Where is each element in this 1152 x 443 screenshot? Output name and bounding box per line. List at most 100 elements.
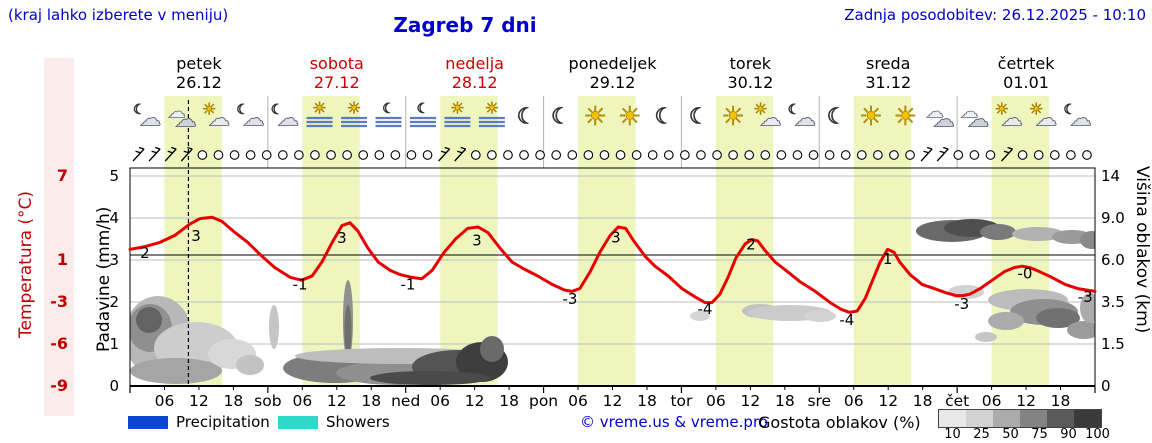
calm-wind-icon bbox=[213, 150, 224, 160]
x-axis-label: 18 bbox=[224, 392, 244, 410]
density-scale-value: 90 bbox=[1060, 427, 1077, 442]
calm-wind-icon bbox=[310, 150, 320, 160]
calm-wind-icon bbox=[470, 150, 481, 160]
day-date: 26.12 bbox=[176, 73, 222, 92]
temperature-value-label: 3 bbox=[337, 229, 347, 247]
cloud-density-layer bbox=[130, 219, 1095, 385]
weather-icon-sun: ☀ bbox=[583, 102, 607, 133]
temperature-value-label: -4 bbox=[697, 300, 712, 318]
sun-icon: ☀ bbox=[894, 102, 917, 132]
daylight-band bbox=[853, 96, 912, 386]
density-scale-swatch bbox=[1074, 410, 1101, 427]
day-header-sreda: sreda 31.12 bbox=[819, 54, 957, 92]
calm-wind-icon bbox=[358, 150, 369, 160]
day-date: 28.12 bbox=[451, 73, 498, 92]
day-date: 31.12 bbox=[865, 73, 912, 92]
precipitation-tick: 2 bbox=[109, 293, 119, 311]
x-axis-label: 06 bbox=[292, 392, 312, 410]
sun-icon: ☀ bbox=[202, 100, 216, 119]
moon-icon: ☾ bbox=[516, 105, 536, 130]
day-headers: petek 26.12 sobota 27.12 nedelja 28.12 p… bbox=[130, 54, 1095, 92]
cloud-density-blob bbox=[980, 224, 1016, 240]
sun-icon: ☀ bbox=[721, 102, 744, 132]
density-scale-swatch bbox=[993, 410, 1020, 427]
wind-barb-icon bbox=[936, 146, 949, 162]
copyright-link[interactable]: © vreme.us & vreme.pro bbox=[580, 413, 768, 431]
calm-wind-icon bbox=[615, 150, 626, 160]
day-name: sreda bbox=[866, 54, 911, 73]
calm-wind-icon bbox=[229, 150, 240, 160]
temperature-value-label: 3 bbox=[611, 228, 621, 246]
calm-wind-icon bbox=[197, 150, 208, 160]
calm-wind-icon bbox=[551, 150, 562, 160]
daylight-band bbox=[991, 96, 1050, 386]
weather-icon-fog-moon: ☾ bbox=[409, 101, 436, 128]
weather-icon-fog-moon: ☾ bbox=[375, 101, 402, 128]
cloud-density-blob bbox=[236, 355, 264, 375]
calm-wind-icon bbox=[985, 150, 996, 160]
weather-icon-moon: ☾ bbox=[688, 104, 709, 130]
sun-icon: ☀ bbox=[485, 99, 499, 118]
temperature-value-label: 3 bbox=[472, 231, 482, 249]
calm-wind-icon bbox=[1033, 150, 1044, 160]
temperature-value-label: -3 bbox=[1078, 288, 1093, 306]
cloud-height-tick: 9.0 bbox=[1101, 209, 1125, 227]
weather-icon-sun-cloud: ☀☁ bbox=[202, 99, 231, 132]
sun-icon: ☀ bbox=[859, 102, 882, 132]
calm-wind-icon bbox=[277, 150, 288, 160]
weather-icon-moon-cloud: ☾☁ bbox=[787, 102, 816, 133]
x-axis-label: pon bbox=[529, 392, 558, 410]
calm-wind-icon bbox=[374, 150, 385, 160]
cloud-density-scale-numbers: 10 25 50 75 90 100 bbox=[938, 427, 1112, 442]
x-axis-label: 18 bbox=[1051, 392, 1071, 410]
temperature-value-label: 1 bbox=[883, 250, 893, 268]
temperature-tick: -3 bbox=[50, 292, 68, 311]
calm-wind-icon bbox=[808, 150, 819, 160]
weather-icon-cloud: ☁☁ bbox=[960, 101, 990, 133]
day-date: 01.01 bbox=[1003, 73, 1049, 92]
cloud-icon: ☁ bbox=[794, 107, 816, 132]
precipitation-tick: 0 bbox=[109, 377, 119, 395]
sun-icon: ☀ bbox=[618, 102, 641, 132]
cloud-icon: ☁ bbox=[243, 107, 265, 132]
x-axis-label: 06 bbox=[430, 392, 450, 410]
calm-wind-icon bbox=[728, 150, 738, 160]
weather-icon-moon: ☾ bbox=[826, 104, 847, 130]
cloud-icon: ☁ bbox=[960, 101, 978, 122]
x-axis-label: 12 bbox=[189, 392, 209, 410]
x-axis-label: 18 bbox=[775, 392, 795, 410]
moon-icon: ☾ bbox=[236, 102, 249, 118]
weather-icon-fog-sun: ☀ bbox=[478, 98, 505, 128]
calm-wind-icon bbox=[261, 150, 272, 160]
moon-icon: ☾ bbox=[788, 102, 801, 118]
temperature-curve bbox=[128, 215, 1097, 314]
calm-wind-icon bbox=[647, 150, 658, 160]
calm-wind-icon bbox=[696, 150, 706, 160]
calm-wind-icon bbox=[744, 150, 755, 160]
day-name: torek bbox=[729, 54, 772, 73]
weather-icon-cloud: ☁☁ bbox=[926, 101, 956, 133]
wind-barb-icon bbox=[132, 146, 145, 162]
day-header-torek: torek 30.12 bbox=[681, 54, 819, 92]
calm-wind-icon bbox=[663, 150, 674, 160]
x-axis-label: čet bbox=[945, 392, 969, 410]
day-header-petek: petek 26.12 bbox=[130, 54, 268, 92]
x-axis-label: 06 bbox=[568, 392, 588, 410]
day-name: četrtek bbox=[997, 54, 1055, 73]
moon-icon: ☾ bbox=[1063, 102, 1076, 118]
calm-wind-icon bbox=[342, 150, 352, 160]
cloud-density-blob bbox=[988, 312, 1024, 330]
last-update-text: Zadnja posodobitev: 26.12.2025 - 10:10 bbox=[844, 6, 1146, 24]
calm-wind-icon bbox=[905, 150, 915, 160]
calm-wind-icon bbox=[503, 150, 513, 160]
temperature-value-label: -4 bbox=[839, 311, 854, 329]
calm-wind-icon bbox=[889, 150, 899, 160]
moon-icon: ☾ bbox=[417, 101, 430, 117]
calm-wind-icon bbox=[390, 150, 401, 160]
sun-icon: ☀ bbox=[584, 102, 607, 132]
cloud-icon: ☁ bbox=[926, 101, 944, 122]
moon-icon: ☾ bbox=[827, 105, 847, 130]
x-axis-label: 12 bbox=[1016, 392, 1036, 410]
calm-wind-icon bbox=[712, 150, 722, 160]
